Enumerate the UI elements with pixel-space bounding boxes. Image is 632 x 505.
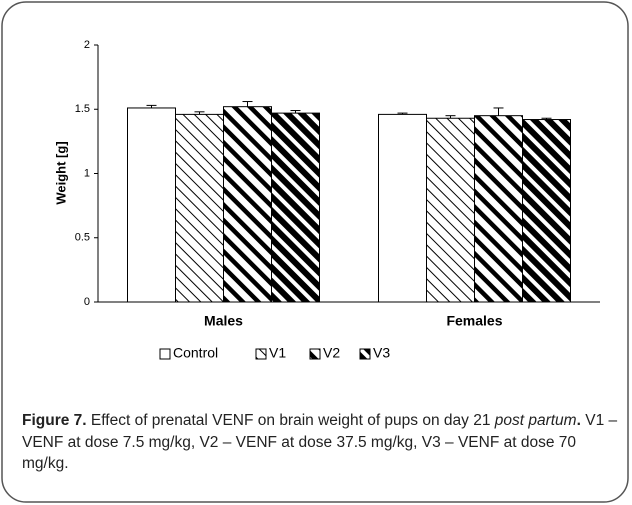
legend-swatch — [309, 348, 321, 360]
legend-swatch — [255, 348, 267, 360]
y-tick-label: 2 — [84, 39, 90, 51]
error-bar — [194, 111, 205, 115]
legend-swatch — [159, 348, 171, 360]
error-bar — [445, 115, 456, 119]
caption-period: . — [576, 412, 581, 429]
error-bar — [290, 110, 301, 114]
error-bar — [242, 101, 253, 107]
error-bar — [146, 104, 157, 108]
legend-label: V2 — [323, 345, 340, 361]
caption-italic: post partum — [494, 412, 577, 429]
caption-text: Effect of prenatal VENF on brain weight … — [86, 412, 495, 429]
bar — [378, 113, 427, 303]
bar — [426, 117, 475, 303]
error-bar — [493, 107, 504, 116]
y-tick-label: 1 — [84, 167, 90, 179]
y-axis-label: Weight [g] — [53, 141, 68, 204]
legend-label: V3 — [373, 345, 390, 361]
legend-label: Control — [173, 345, 218, 361]
x-tick-label: Males — [204, 313, 243, 329]
error-bar — [397, 112, 408, 115]
legend-swatch — [359, 348, 371, 360]
caption: Figure 7. Effect of prenatal VENF on bra… — [22, 410, 618, 475]
bar — [127, 107, 176, 303]
y-tick-label: 1.5 — [75, 103, 90, 115]
bar — [223, 106, 272, 303]
legend-label: V1 — [269, 345, 286, 361]
x-tick-label: Females — [446, 313, 502, 329]
caption-text: V1 – VENF at dose 7.5 mg/kg, V2 – VENF a… — [22, 412, 618, 472]
bar — [175, 113, 224, 303]
y-tick-label: 0 — [84, 296, 90, 308]
y-tick-label: 0.5 — [75, 232, 90, 244]
error-bar — [541, 117, 552, 120]
bar — [474, 115, 523, 303]
bar — [522, 119, 571, 303]
caption-label: Figure 7. — [22, 412, 87, 429]
bar — [271, 112, 320, 303]
